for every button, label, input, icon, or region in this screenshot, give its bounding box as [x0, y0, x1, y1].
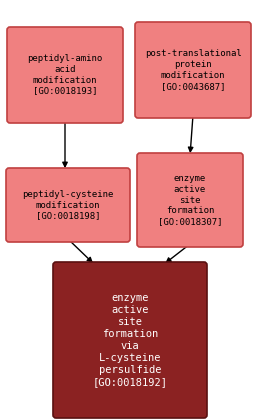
FancyBboxPatch shape: [7, 27, 123, 123]
FancyBboxPatch shape: [135, 22, 251, 118]
Text: peptidyl-amino
acid
modification
[GO:0018193]: peptidyl-amino acid modification [GO:001…: [27, 54, 103, 96]
Text: post-translational
protein
modification
[GO:0043687]: post-translational protein modification …: [145, 49, 241, 91]
FancyBboxPatch shape: [53, 262, 207, 418]
Text: enzyme
active
site
formation
via
L-cysteine
persulfide
[GO:0018192]: enzyme active site formation via L-cyste…: [93, 293, 168, 387]
Text: enzyme
active
site
formation
[GO:0018307]: enzyme active site formation [GO:0018307…: [158, 174, 222, 226]
FancyBboxPatch shape: [137, 153, 243, 247]
Text: peptidyl-cysteine
modification
[GO:0018198]: peptidyl-cysteine modification [GO:00181…: [22, 190, 114, 220]
FancyBboxPatch shape: [6, 168, 130, 242]
